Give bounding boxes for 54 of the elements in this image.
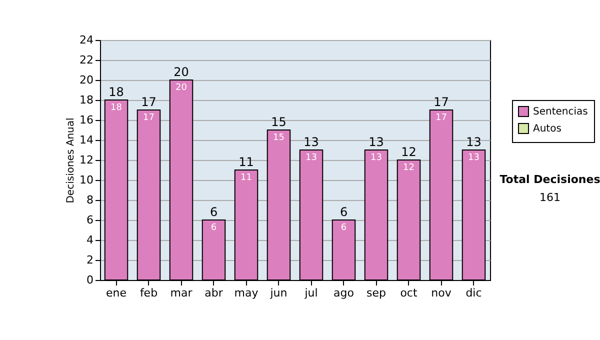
data-label: 6 bbox=[210, 223, 217, 233]
y-tick-label: 10 bbox=[80, 174, 94, 186]
data-label: 17 bbox=[436, 113, 447, 123]
text: Total Decisiones bbox=[500, 173, 600, 186]
y-axis-title: Decisiones Anual bbox=[66, 118, 77, 204]
x-tick-label: ago bbox=[334, 286, 354, 300]
total-label: 6 bbox=[340, 205, 348, 219]
total-label: 15 bbox=[271, 115, 286, 129]
y-tick-label: 6 bbox=[86, 214, 94, 226]
y-tick-label: 2 bbox=[86, 254, 94, 266]
data-label: 6 bbox=[340, 223, 347, 233]
data-label: 13 bbox=[306, 153, 317, 163]
total-label: 17 bbox=[434, 95, 449, 109]
x-tick-label: may bbox=[234, 286, 259, 300]
legend-label: Sentencias bbox=[533, 106, 588, 118]
y-tick-label: 8 bbox=[86, 194, 94, 206]
total-label: 11 bbox=[238, 155, 254, 169]
data-label: 18 bbox=[110, 103, 122, 113]
x-tick-label: abr bbox=[204, 286, 224, 300]
x-tick-label: dic bbox=[466, 286, 482, 300]
total-label: 13 bbox=[368, 135, 384, 149]
total-label: 18 bbox=[108, 85, 124, 99]
y-tick-label: 14 bbox=[80, 134, 94, 146]
data-label: 13 bbox=[370, 153, 382, 163]
total-label: 17 bbox=[141, 95, 156, 109]
y-tick-label: 18 bbox=[80, 94, 94, 106]
y-tick-label: 16 bbox=[80, 114, 94, 126]
data-label: 11 bbox=[240, 173, 252, 183]
legend-label: Autos bbox=[533, 124, 562, 134]
x-tick-label: feb bbox=[140, 286, 158, 300]
y-tick-label: 24 bbox=[80, 34, 94, 46]
x-tick-label: ene bbox=[106, 286, 127, 300]
data-label: 20 bbox=[176, 83, 188, 93]
y-tick-label: 0 bbox=[86, 274, 94, 286]
y-tick-label: 12 bbox=[80, 154, 94, 166]
x-tick-label: nov bbox=[431, 286, 452, 300]
total-label: 13 bbox=[304, 135, 319, 149]
total-label: 20 bbox=[174, 65, 189, 79]
x-tick-label: mar bbox=[170, 286, 193, 300]
total-label: 12 bbox=[401, 145, 416, 159]
y-tick-label: 20 bbox=[80, 74, 94, 86]
total-label: 6 bbox=[210, 205, 218, 219]
x-tick-label: oct bbox=[400, 286, 418, 300]
y-tick-label: 4 bbox=[86, 234, 94, 246]
data-label: 15 bbox=[273, 133, 284, 143]
data-label: 12 bbox=[403, 163, 414, 173]
y-tick-label: 22 bbox=[80, 54, 94, 66]
data-label: 13 bbox=[468, 153, 480, 163]
total-label: 13 bbox=[466, 135, 482, 149]
x-tick-label: jul bbox=[304, 286, 318, 300]
x-tick-label: sep bbox=[366, 286, 386, 300]
text: 161 bbox=[540, 191, 560, 204]
data-label: 17 bbox=[143, 113, 154, 123]
x-tick-label: jun bbox=[269, 286, 288, 300]
